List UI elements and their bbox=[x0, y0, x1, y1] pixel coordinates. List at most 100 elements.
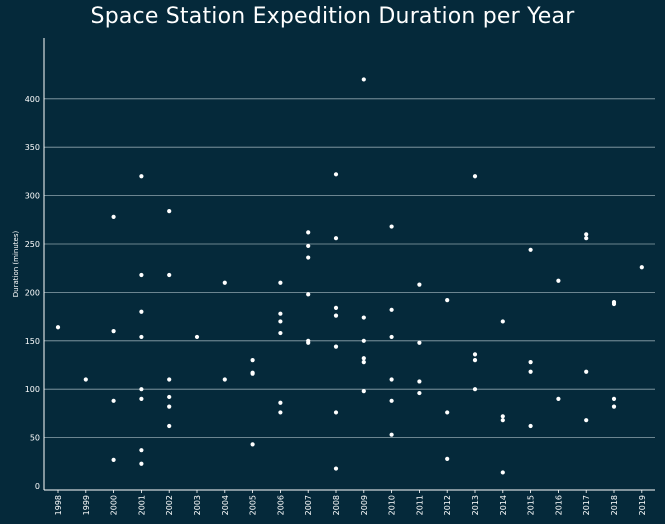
data-point bbox=[528, 247, 533, 252]
x-tick-label: 2017 bbox=[582, 495, 591, 515]
x-tick-label: 2015 bbox=[527, 495, 536, 515]
data-point bbox=[584, 418, 589, 423]
x-tick-label: 2004 bbox=[221, 495, 230, 515]
data-point bbox=[584, 236, 589, 241]
data-point bbox=[389, 398, 394, 403]
data-point bbox=[278, 319, 283, 324]
data-point bbox=[361, 338, 366, 343]
data-point bbox=[139, 309, 144, 314]
data-point bbox=[306, 340, 311, 345]
data-point bbox=[167, 394, 172, 400]
data-point bbox=[306, 292, 311, 297]
x-tick-labels: 1998 1999 2000 2001 2002 2003 2004 2005 2006 2007… bbox=[54, 495, 647, 515]
data-point bbox=[167, 423, 172, 429]
y-axis-title: Duration (minutes) bbox=[12, 231, 20, 298]
data-point bbox=[333, 344, 339, 349]
y-tick-label: 400 bbox=[25, 95, 40, 104]
data-point bbox=[361, 359, 366, 365]
gridlines bbox=[44, 98, 655, 439]
data-point bbox=[389, 307, 394, 312]
data-point bbox=[500, 414, 505, 419]
data-point bbox=[361, 77, 366, 82]
x-tick-label: 1998 bbox=[54, 495, 63, 515]
data-point bbox=[417, 390, 422, 396]
data-point bbox=[222, 377, 227, 382]
x-tick-label: 2008 bbox=[332, 495, 341, 515]
data-point bbox=[139, 334, 144, 340]
data-point bbox=[361, 389, 366, 394]
data-point bbox=[333, 313, 339, 318]
data-point bbox=[222, 280, 227, 285]
y-tick-labels: 0 50 100 150 200 250 300 350 400 bbox=[25, 95, 40, 491]
y-tick-label: 300 bbox=[25, 192, 40, 201]
data-point bbox=[278, 311, 283, 316]
x-tick-label: 2018 bbox=[610, 495, 619, 515]
data-point bbox=[500, 418, 505, 423]
data-point bbox=[472, 358, 478, 363]
data-point bbox=[333, 236, 339, 241]
data-point bbox=[417, 340, 422, 345]
data-point bbox=[306, 255, 311, 260]
data-point bbox=[611, 301, 617, 307]
data-point bbox=[139, 461, 144, 466]
data-point bbox=[250, 358, 255, 363]
data-point bbox=[278, 400, 283, 405]
x-tick-label: 2013 bbox=[471, 495, 480, 515]
y-tick-label: 350 bbox=[25, 143, 40, 152]
x-tick-label: 2011 bbox=[415, 495, 424, 515]
data-point bbox=[333, 466, 339, 471]
data-point bbox=[500, 470, 505, 475]
data-point bbox=[306, 243, 311, 249]
data-point bbox=[472, 174, 478, 179]
data-point bbox=[500, 319, 505, 324]
data-point bbox=[639, 265, 644, 270]
data-point bbox=[389, 432, 394, 437]
x-tick-label: 2007 bbox=[304, 495, 313, 515]
x-tick-label: 2012 bbox=[443, 495, 452, 515]
data-point bbox=[250, 442, 255, 447]
data-point bbox=[611, 404, 617, 409]
data-point bbox=[83, 377, 88, 382]
data-point bbox=[528, 369, 533, 374]
x-tick-label: 2016 bbox=[554, 495, 563, 515]
data-point bbox=[528, 423, 533, 429]
y-tick-label: 150 bbox=[25, 337, 40, 346]
data-point bbox=[333, 410, 339, 415]
data-point bbox=[278, 330, 283, 336]
y-tick-label: 0 bbox=[35, 482, 40, 491]
x-tick-label: 2009 bbox=[360, 495, 369, 515]
data-point bbox=[389, 334, 394, 340]
data-point bbox=[445, 410, 450, 415]
data-point bbox=[306, 230, 311, 235]
x-tick-label: 2006 bbox=[276, 495, 285, 515]
data-point bbox=[445, 456, 450, 461]
chart-title: Space Station Expedition Duration per Ye… bbox=[90, 4, 575, 29]
data-point bbox=[167, 377, 172, 382]
data-point bbox=[139, 387, 144, 392]
y-tick-label: 250 bbox=[25, 240, 40, 249]
x-tick-label: 2002 bbox=[165, 495, 174, 515]
x-tick-label: 2019 bbox=[638, 495, 647, 515]
data-point bbox=[111, 398, 116, 403]
data-point bbox=[167, 272, 172, 278]
x-tick-label: 2010 bbox=[388, 495, 397, 515]
data-point bbox=[139, 174, 144, 179]
x-tick-label: 2014 bbox=[499, 495, 508, 515]
y-tick-label: 50 bbox=[30, 434, 40, 443]
data-point bbox=[278, 410, 283, 415]
data-point bbox=[417, 282, 422, 287]
data-point bbox=[278, 280, 283, 285]
data-point bbox=[389, 224, 394, 229]
x-tick-label: 2005 bbox=[249, 495, 258, 515]
data-point bbox=[111, 329, 116, 334]
data-point bbox=[333, 305, 339, 310]
data-point bbox=[167, 208, 172, 214]
data-point bbox=[556, 396, 561, 401]
x-tick-label: 1999 bbox=[82, 495, 91, 515]
data-point bbox=[528, 359, 533, 365]
data-point bbox=[389, 377, 394, 382]
data-point bbox=[111, 457, 116, 462]
data-point bbox=[167, 404, 172, 409]
